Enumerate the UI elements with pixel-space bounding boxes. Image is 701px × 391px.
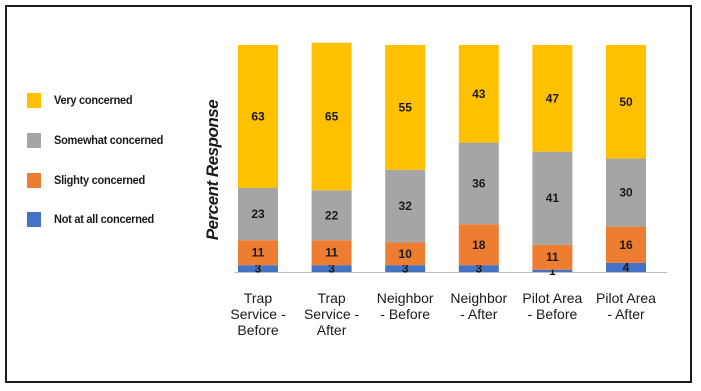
- bar-segment: [238, 240, 278, 266]
- bar-segment: [385, 265, 426, 272]
- x-tick-label: Neighbor - After: [450, 290, 507, 322]
- data-label: 50: [619, 95, 633, 109]
- bar-segment: [606, 226, 646, 263]
- bar-segment: [458, 45, 499, 143]
- data-label: 10: [399, 247, 413, 261]
- bar-segment: [458, 265, 499, 272]
- data-label: 36: [472, 176, 486, 190]
- data-label: 11: [325, 246, 338, 260]
- data-label: 30: [619, 186, 633, 200]
- legend-swatch: [27, 211, 41, 227]
- data-label: 23: [251, 207, 265, 221]
- data-label: 11: [252, 246, 265, 260]
- data-label: 4: [623, 260, 630, 274]
- legend-item-very-concerned: Very concerned: [27, 90, 139, 110]
- bar-segment: [311, 190, 352, 241]
- legend-item-not-at-all-concerned: Not at all concerned: [27, 209, 163, 229]
- bar-segment: [458, 142, 499, 225]
- data-label: 65: [325, 110, 339, 124]
- bar-segment: [385, 169, 426, 243]
- x-tick-label: Trap Service -Before: [230, 290, 286, 338]
- x-tick-label: Trap Service -After: [304, 290, 360, 338]
- data-label: 3: [328, 262, 335, 276]
- legend-swatch: [27, 172, 41, 188]
- bar-segment: [385, 242, 426, 266]
- legend-label: Not at all concerned: [54, 212, 155, 226]
- legend-item-slighty-concerned: Slighty concerned: [27, 170, 153, 190]
- data-label: 41: [546, 191, 560, 205]
- chart-frame: [5, 5, 692, 383]
- data-label: 63: [251, 110, 265, 124]
- bar-segment: [458, 224, 499, 266]
- data-label: 1: [549, 264, 556, 278]
- data-label: 3: [255, 262, 262, 276]
- legend-item-somewhat-concerned: Somewhat concerned: [27, 130, 173, 150]
- bar-segment: [311, 240, 352, 266]
- data-label: 47: [546, 91, 560, 105]
- data-label: 3: [475, 262, 482, 276]
- bar-segment: [238, 265, 278, 272]
- x-tick-label: Pilot Area - After: [596, 290, 656, 322]
- legend-label: Very concerned: [54, 93, 133, 107]
- bar-segment: [532, 269, 573, 272]
- legend-label: Somewhat concerned: [54, 133, 164, 147]
- bar-segment: [532, 151, 573, 245]
- bar-segment: [238, 45, 278, 189]
- legend-label: Slighty concerned: [54, 173, 146, 187]
- bar-segment: [238, 188, 278, 241]
- x-tick-label: Neighbor - Before: [377, 290, 434, 322]
- data-label: 16: [619, 238, 633, 252]
- legend-swatch: [27, 92, 41, 108]
- bar-segment: [311, 42, 352, 191]
- bar-segment: [385, 45, 426, 170]
- bar-segment: [606, 158, 646, 227]
- bar-segment: [532, 244, 573, 270]
- data-label: 18: [472, 238, 486, 252]
- x-tick-label: Pilot Area - Before: [522, 290, 582, 322]
- data-label: 3: [402, 262, 409, 276]
- bar-segment: [606, 262, 646, 272]
- data-label: 55: [399, 100, 413, 114]
- bar-segment: [532, 45, 573, 152]
- legend-swatch: [27, 132, 41, 148]
- data-label: 43: [472, 87, 486, 101]
- data-label: 11: [546, 250, 559, 264]
- bar-segment: [606, 45, 646, 159]
- bar-segment: [311, 265, 352, 272]
- data-label: 22: [325, 208, 339, 222]
- data-label: 32: [399, 199, 413, 213]
